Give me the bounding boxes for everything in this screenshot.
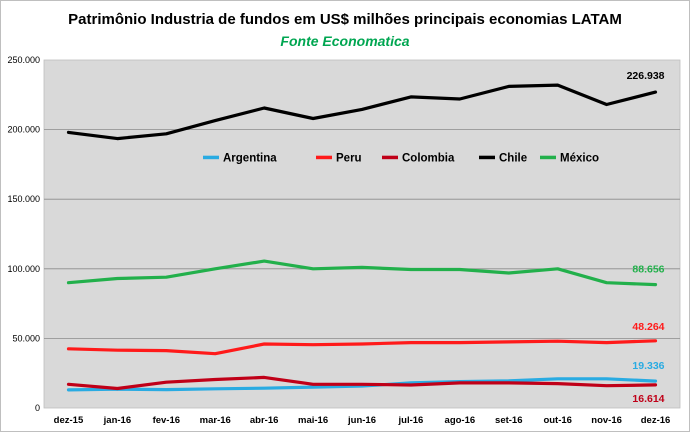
end-value-label: 16.614 (632, 393, 664, 405)
plot-area (43, 59, 681, 409)
x-tick-label: dez-15 (54, 415, 84, 426)
legend-label: Argentina (223, 152, 277, 164)
y-tick-label: 250.000 (7, 55, 40, 65)
legend: Argentina Peru Colombia Chile México (203, 152, 599, 164)
y-tick-label: 200.000 (7, 125, 40, 135)
legend-label: México (560, 152, 599, 164)
series-line-argentina (66, 377, 658, 392)
y-axis-tick-labels: 0 50.000 100.000 150.000 200.000 250.000 (7, 55, 40, 413)
x-tick-label: jun-16 (347, 415, 376, 426)
chart-subtitle: Fonte Economatica (280, 33, 410, 49)
x-tick-label: abr-16 (250, 415, 279, 426)
x-tick-label: dez-16 (641, 415, 671, 426)
x-tick-label: jan-16 (103, 415, 131, 426)
end-value-label: 88.656 (632, 264, 664, 276)
x-tick-label: jul-16 (398, 415, 424, 426)
end-value-label: 19.336 (632, 360, 664, 372)
x-tick-label: mar-16 (200, 415, 231, 426)
legend-label: Chile (499, 152, 527, 164)
end-value-label: 48.264 (632, 321, 664, 333)
x-tick-label: nov-16 (591, 415, 622, 426)
y-tick-label: 0 (35, 403, 40, 413)
x-axis-tick-labels: dez-15 jan-16 fev-16 mar-16 abr-16 mai-16 jun-… (54, 415, 671, 426)
series-line-chile (66, 83, 658, 141)
x-tick-label: mai-16 (298, 415, 328, 426)
data-labels: 19.336 48.264 16.614 226.938 88.656 (627, 70, 665, 405)
series-line-colombia (66, 375, 658, 391)
x-tick-label: set-16 (495, 415, 522, 426)
series-line-mexico (66, 259, 658, 287)
chart-title: Patrimônio Industria de fundos em US$ mi… (68, 11, 622, 28)
y-tick-label: 150.000 (7, 194, 40, 204)
x-tick-label: ago-16 (445, 415, 476, 426)
series-line-peru (66, 339, 658, 356)
legend-label: Peru (336, 152, 362, 164)
x-tick-label: out-16 (543, 415, 572, 426)
series-lines (66, 83, 658, 392)
y-tick-label: 50.000 (12, 333, 40, 343)
legend-label: Colombia (402, 152, 455, 164)
x-tick-label: fev-16 (153, 415, 180, 426)
end-value-label: 226.938 (627, 70, 665, 82)
y-tick-label: 100.000 (7, 264, 40, 274)
